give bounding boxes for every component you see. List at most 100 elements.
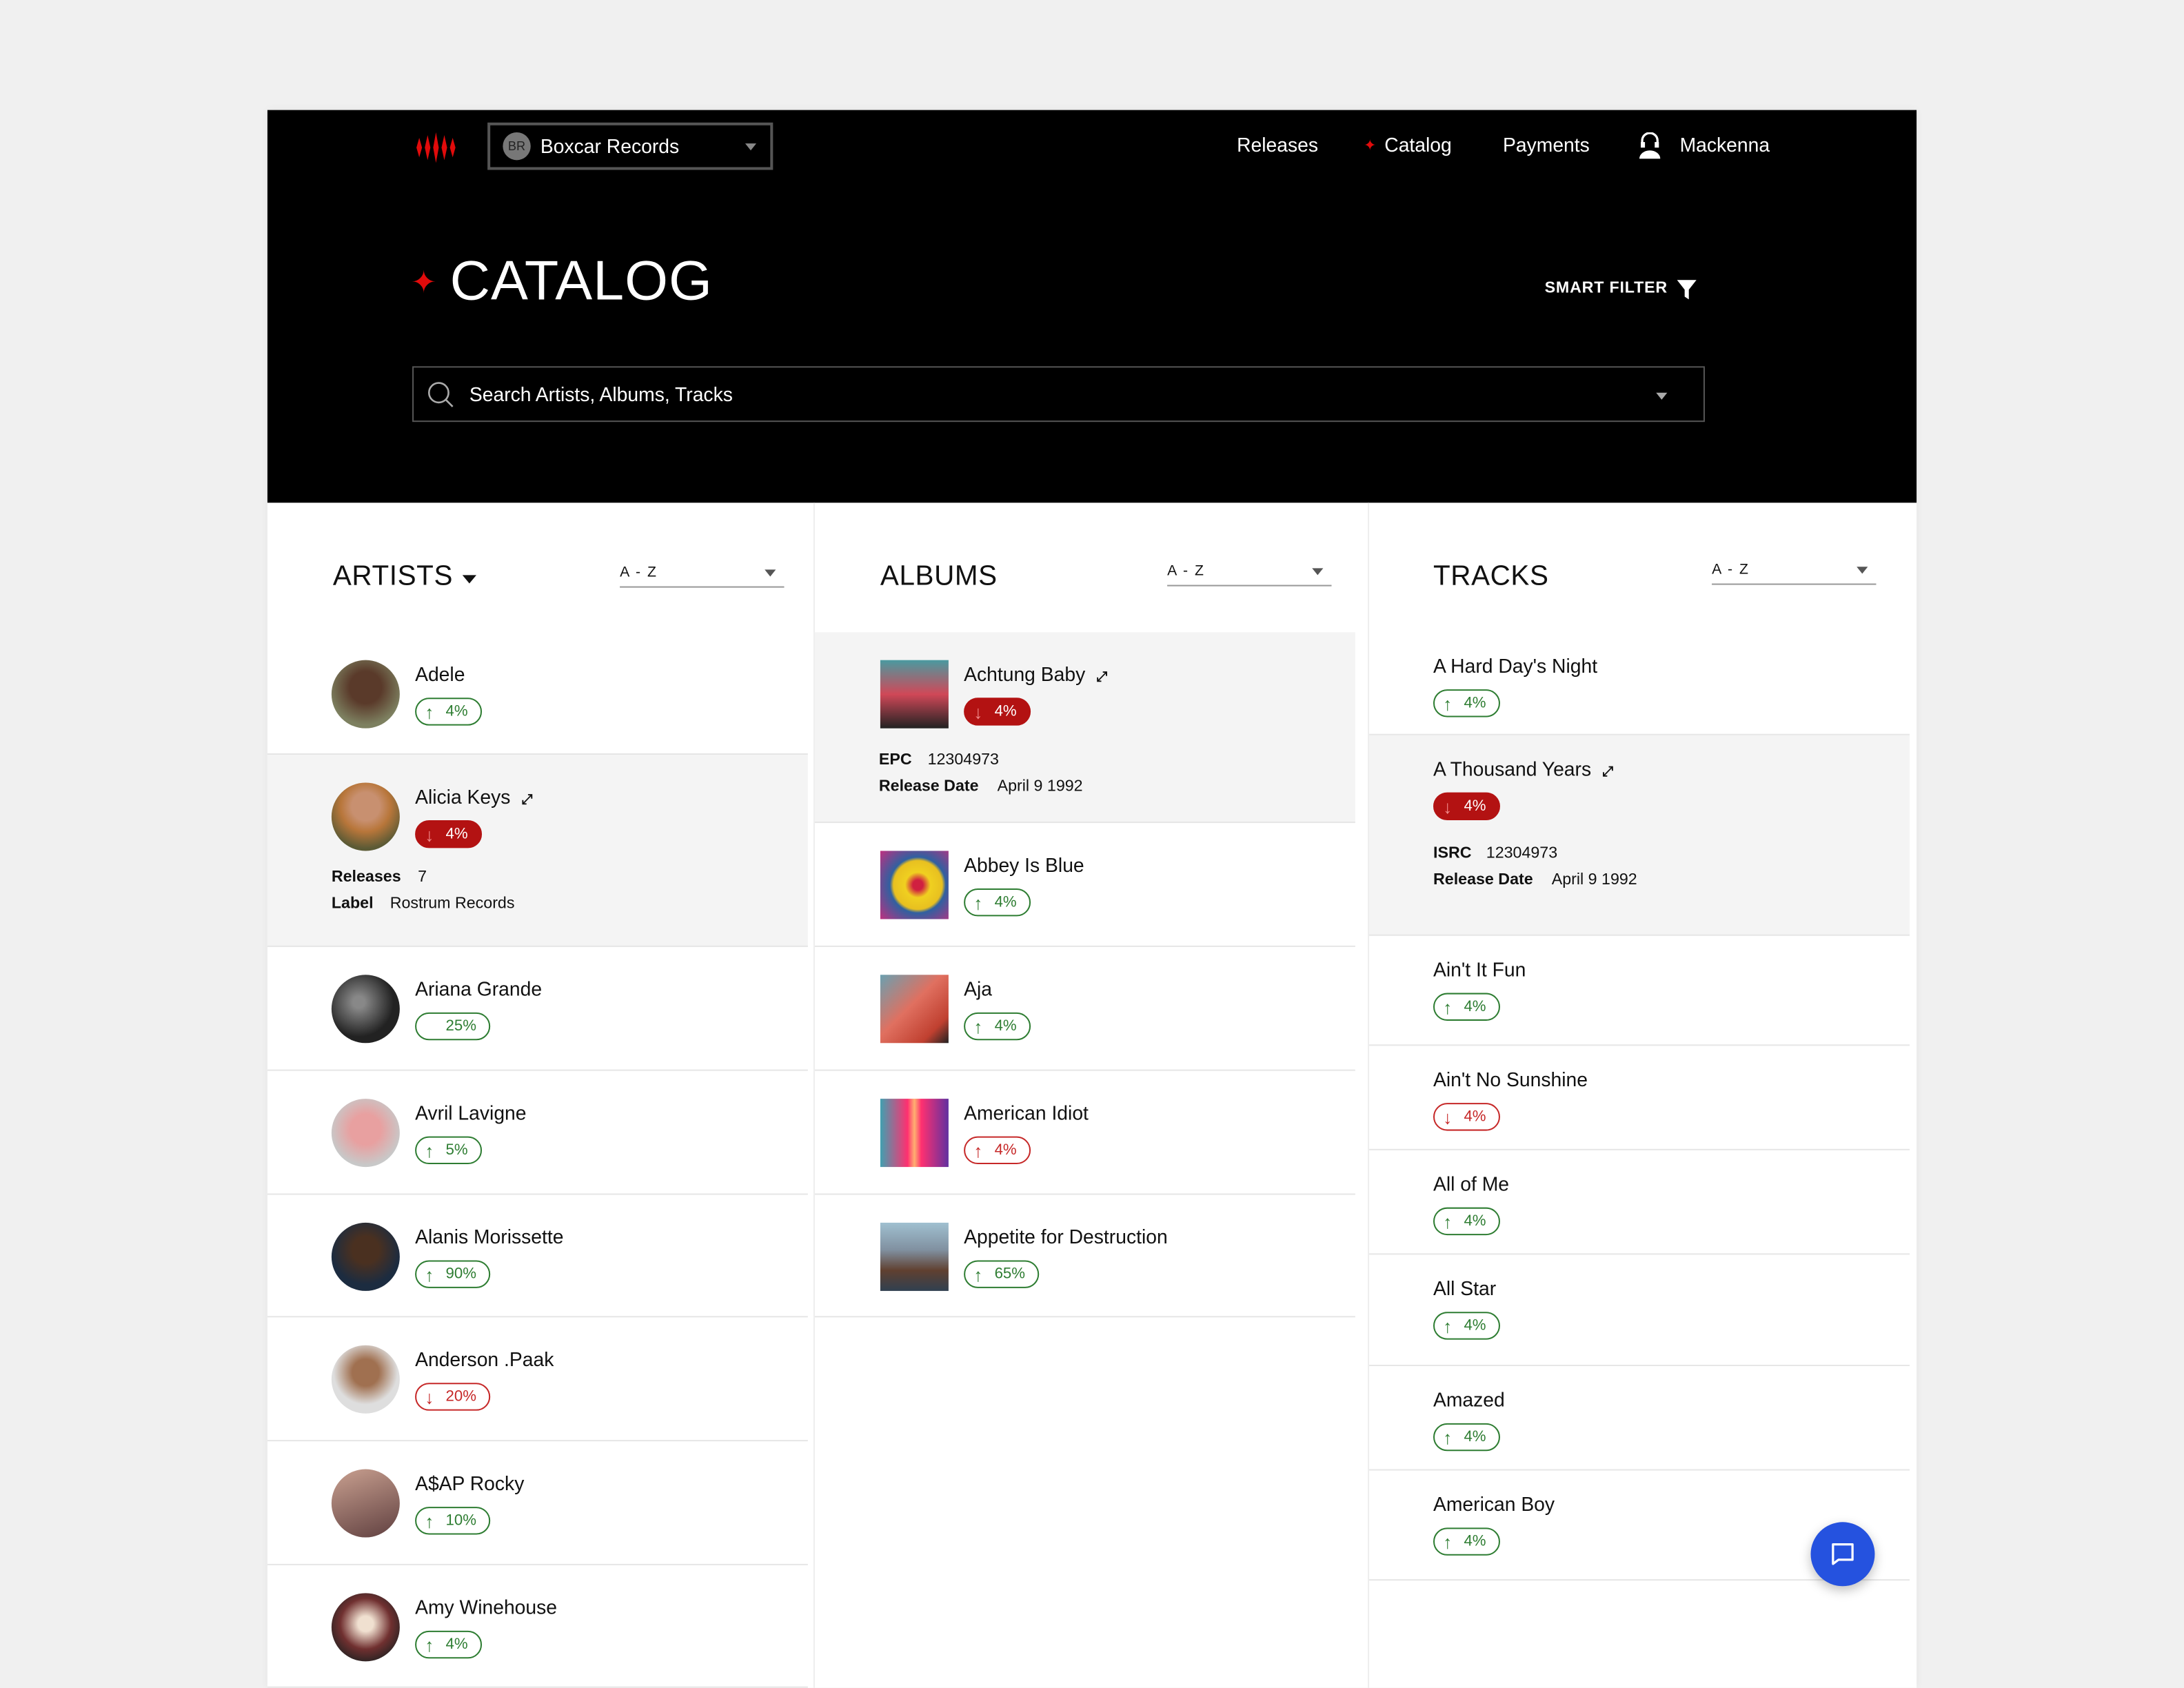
album-name[interactable]: Aja bbox=[964, 977, 992, 999]
track-row[interactable]: All of Me ↑ 4% bbox=[1369, 1150, 1910, 1255]
trend-value: 5% bbox=[445, 1141, 468, 1159]
search-placeholder: Search Artists, Albums, Tracks bbox=[469, 383, 733, 405]
artist-name[interactable]: Adele bbox=[415, 663, 465, 685]
nav-payments[interactable]: Payments bbox=[1503, 133, 1590, 156]
expand-icon[interactable]: ⤢ bbox=[521, 792, 533, 808]
track-row[interactable]: A Thousand Years ⤢ ↓ 4% ISRC 12304973 Release … bbox=[1369, 735, 1910, 936]
artist-row[interactable]: Alicia Keys ⤢ ↓ 4% Releases 7 Label Rostrum Rec… bbox=[267, 755, 808, 947]
detail-value: 12304973 bbox=[927, 752, 999, 769]
track-name[interactable]: All Star bbox=[1433, 1277, 1496, 1299]
funnel-icon[interactable] bbox=[1677, 280, 1697, 300]
artist-row[interactable]: Avril Lavigne ↑ 5% bbox=[267, 1071, 808, 1195]
album-name[interactable]: Appetite for Destruction bbox=[964, 1226, 1168, 1248]
trend-value: 4% bbox=[1464, 1533, 1486, 1550]
trend-value: 4% bbox=[445, 1636, 468, 1654]
trend-badge: ↓ 20% bbox=[415, 1383, 491, 1411]
artists-heading[interactable]: ARTISTS bbox=[332, 561, 454, 592]
track-row[interactable]: Amazed ↑ 4% bbox=[1369, 1366, 1910, 1471]
track-row[interactable]: A Hard Day's Night ↑ 4% bbox=[1369, 632, 1910, 735]
track-name[interactable]: A Hard Day's Night bbox=[1433, 655, 1597, 677]
chat-bubble-icon bbox=[1832, 1543, 1854, 1565]
artist-name[interactable]: Alanis Morissette bbox=[415, 1226, 563, 1248]
chevron-down-icon[interactable] bbox=[462, 575, 476, 584]
artist-name[interactable]: Avril Lavigne bbox=[415, 1101, 526, 1123]
trend-value: 4% bbox=[445, 826, 468, 843]
arrow-up-icon: ↑ bbox=[425, 701, 434, 722]
trend-badge: 25% bbox=[415, 1012, 491, 1041]
track-name[interactable]: All of Me bbox=[1433, 1172, 1509, 1194]
user-menu[interactable]: Mackenna bbox=[1679, 133, 1770, 156]
trend-badge: ↑ 4% bbox=[964, 1012, 1031, 1041]
artist-name[interactable]: Alicia Keys ⤢ bbox=[415, 786, 533, 808]
artist-row[interactable]: Adele ↑ 4% bbox=[267, 632, 808, 755]
logo-icon[interactable] bbox=[415, 132, 460, 163]
artist-avatar bbox=[331, 1222, 400, 1291]
artist-row[interactable]: Amy Winehouse ↑ 4% bbox=[267, 1565, 808, 1688]
arrow-down-icon: ↓ bbox=[1443, 795, 1453, 817]
track-name[interactable]: A Thousand Years ⤢ bbox=[1433, 757, 1613, 780]
trend-value: 20% bbox=[445, 1388, 477, 1405]
artist-row[interactable]: Ariana Grande 25% bbox=[267, 947, 808, 1071]
trend-value: 4% bbox=[1464, 1317, 1486, 1334]
nav-catalog[interactable]: Catalog bbox=[1384, 133, 1452, 156]
trend-badge: ↑ 4% bbox=[1433, 1527, 1500, 1556]
track-name[interactable]: Ain't It Fun bbox=[1433, 958, 1526, 980]
album-row[interactable]: Aja ↑ 4% bbox=[814, 947, 1355, 1071]
trend-badge: ↑ 10% bbox=[415, 1507, 491, 1535]
track-row[interactable]: American Boy ↑ 4% bbox=[1369, 1471, 1910, 1581]
album-row[interactable]: Appetite for Destruction ↑ 65% bbox=[814, 1195, 1355, 1318]
detail-label: ISRC bbox=[1433, 845, 1472, 862]
chat-button[interactable] bbox=[1810, 1522, 1875, 1587]
album-name[interactable]: Achtung Baby ⤢ bbox=[964, 663, 1107, 685]
smart-filter-button[interactable]: SMART FILTER bbox=[1544, 280, 1668, 297]
trend-badge: ↓ 4% bbox=[1433, 792, 1500, 821]
chevron-down-icon[interactable] bbox=[1656, 392, 1668, 400]
detail-label: Releases bbox=[331, 868, 401, 886]
name-text: All Star bbox=[1433, 1277, 1497, 1300]
artist-avatar bbox=[331, 1345, 400, 1414]
arrow-down-icon: ↓ bbox=[425, 824, 434, 845]
name-text: Ain't No Sunshine bbox=[1433, 1068, 1588, 1090]
arrow-down-icon: ↓ bbox=[425, 1386, 434, 1407]
album-row[interactable]: Achtung Baby ⤢ ↓ 4% EPC 12304973 Release Date A… bbox=[814, 632, 1355, 824]
detail-row: Release Date April 9 1992 bbox=[1433, 872, 1637, 888]
artist-row[interactable]: Alanis Morissette ↑ 90% bbox=[267, 1195, 808, 1318]
trend-value: 4% bbox=[1464, 1212, 1486, 1230]
album-name[interactable]: American Idiot bbox=[964, 1101, 1089, 1123]
artist-row[interactable]: Anderson .Paak ↓ 20% bbox=[267, 1317, 808, 1442]
arrow-up-icon: ↑ bbox=[425, 1263, 434, 1285]
artist-name[interactable]: Amy Winehouse bbox=[415, 1596, 557, 1618]
name-text: Ain't It Fun bbox=[1433, 958, 1526, 981]
expand-icon[interactable]: ⤢ bbox=[1096, 669, 1108, 686]
trend-badge: ↑ 5% bbox=[415, 1136, 482, 1165]
name-text: Appetite for Destruction bbox=[964, 1225, 1168, 1248]
artist-row[interactable]: A$AP Rocky ↑ 10% bbox=[267, 1441, 808, 1565]
detail-label: Release Date bbox=[1433, 871, 1533, 889]
artist-name[interactable]: Ariana Grande bbox=[415, 977, 542, 999]
nav-releases[interactable]: Releases bbox=[1237, 133, 1319, 156]
organization-selector[interactable]: BR Boxcar Records bbox=[487, 122, 774, 170]
track-row[interactable]: Ain't It Fun ↑ 4% bbox=[1369, 936, 1910, 1046]
detail-value: 7 bbox=[418, 868, 427, 886]
track-name[interactable]: American Boy bbox=[1433, 1493, 1555, 1515]
track-name[interactable]: Amazed bbox=[1433, 1388, 1505, 1410]
trend-badge: ↑ 90% bbox=[415, 1260, 491, 1288]
expand-icon[interactable]: ⤢ bbox=[1602, 764, 1614, 780]
detail-label: Release Date bbox=[878, 778, 979, 795]
tracks-sort-select[interactable]: A - Z bbox=[1712, 561, 1877, 585]
trend-value: 4% bbox=[1464, 998, 1486, 1015]
album-name[interactable]: Abbey Is Blue bbox=[964, 854, 1084, 876]
user-headset-icon bbox=[1639, 132, 1661, 159]
track-name[interactable]: Ain't No Sunshine bbox=[1433, 1068, 1588, 1090]
track-row[interactable]: All Star ↑ 4% bbox=[1369, 1254, 1910, 1367]
album-row[interactable]: American Idiot ↑ 4% bbox=[814, 1071, 1355, 1195]
albums-sort-select[interactable]: A - Z bbox=[1167, 562, 1332, 587]
artist-name[interactable]: A$AP Rocky bbox=[415, 1472, 524, 1494]
album-row[interactable]: Abbey Is Blue ↑ 4% bbox=[814, 823, 1355, 947]
artist-avatar bbox=[331, 1469, 400, 1538]
name-text: Amy Winehouse bbox=[415, 1596, 558, 1618]
search-input[interactable]: Search Artists, Albums, Tracks bbox=[412, 366, 1705, 423]
artist-name[interactable]: Anderson .Paak bbox=[415, 1348, 554, 1370]
artists-sort-select[interactable]: A - Z bbox=[620, 564, 785, 588]
track-row[interactable]: Ain't No Sunshine ↓ 4% bbox=[1369, 1046, 1910, 1150]
